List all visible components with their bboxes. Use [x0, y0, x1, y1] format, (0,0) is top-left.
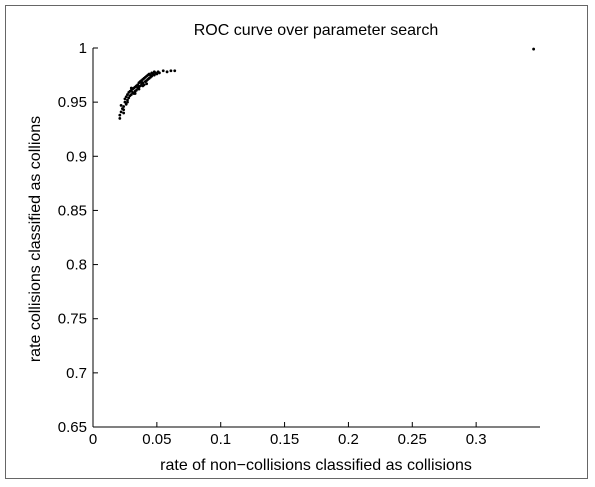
x-tick-label: 0.25: [398, 431, 427, 448]
x-tick-label: 0.2: [338, 431, 359, 448]
y-axis-label: rate collisions classified as collions: [27, 116, 44, 362]
data-point: [126, 100, 129, 104]
data-point: [135, 88, 138, 92]
x-tick-label: 0.1: [210, 431, 231, 448]
data-point: [118, 113, 122, 117]
y-tick-label: 0.65: [58, 419, 87, 436]
data-point: [124, 95, 128, 99]
data-point: [133, 92, 137, 95]
data-point: [118, 116, 122, 120]
data-point: [161, 69, 165, 73]
data-point: [126, 98, 129, 102]
data-point: [141, 84, 145, 88]
y-tick-label: 0.95: [58, 94, 87, 111]
data-point: [158, 71, 161, 75]
data-point: [145, 82, 149, 86]
data-point: [155, 72, 159, 76]
data-point: [122, 108, 126, 112]
data-point: [122, 105, 126, 108]
data-point: [138, 84, 142, 88]
data-point: [137, 87, 141, 91]
y-tick-label: 0.9: [66, 148, 87, 165]
x-axis-label: rate of non−collisions classified as col…: [160, 457, 472, 474]
x-tick-label: 0.15: [270, 431, 299, 448]
data-point: [123, 97, 127, 101]
x-tick-label: 0.05: [142, 431, 171, 448]
y-tick-label: 0.75: [58, 311, 87, 328]
y-tick-label: 0.8: [66, 257, 87, 274]
figure-frame: [5, 5, 588, 479]
data-point: [165, 70, 169, 74]
data-point: [129, 93, 133, 96]
data-point: [169, 69, 173, 73]
data-point: [136, 83, 140, 87]
data-point: [123, 100, 127, 104]
x-tick-label: 0: [89, 431, 97, 448]
data-point: [141, 81, 145, 85]
data-points: [118, 47, 536, 120]
data-point: [119, 103, 123, 107]
data-point: [124, 102, 128, 106]
axes: [92, 48, 540, 428]
data-point: [122, 111, 126, 115]
y-ticks: 0.65 0.7 0.75 0.8 0.85 0.9 0.95 1: [58, 40, 98, 436]
data-point: [173, 69, 177, 73]
data-point: [127, 96, 131, 100]
data-point: [129, 86, 133, 90]
x-tick-label: 0.3: [466, 431, 487, 448]
data-point: [532, 47, 536, 51]
y-tick-label: 0.85: [58, 202, 87, 219]
data-point: [119, 110, 123, 114]
y-tick-label: 0.7: [66, 365, 87, 382]
y-tick-label: 1: [79, 40, 87, 57]
x-ticks: 0 0.05 0.1 0.15 0.2 0.25 0.3: [89, 422, 487, 448]
data-point: [150, 74, 154, 78]
chart-title: ROC curve over parameter search: [194, 22, 439, 39]
data-point: [126, 93, 129, 96]
data-point: [152, 73, 156, 77]
